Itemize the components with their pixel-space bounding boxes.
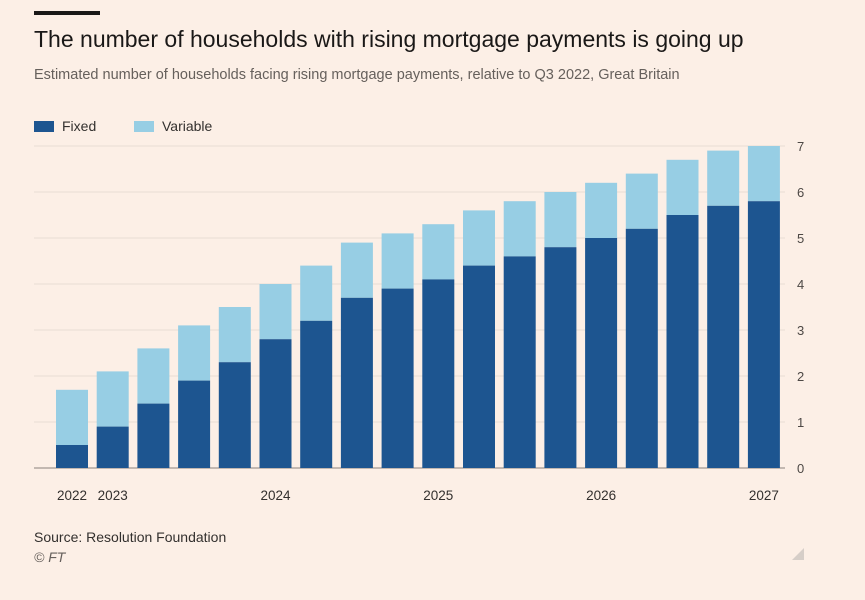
bar-variable — [503, 201, 536, 257]
bar-fixed — [96, 426, 129, 468]
y-axis-ticks: 0 1 2 3 4 5 6 7 — [797, 139, 804, 476]
legend-label-fixed: Fixed — [62, 118, 97, 134]
bar-variable — [585, 182, 618, 238]
chart-subtitle: Estimated number of households facing ri… — [34, 67, 680, 83]
bar-fixed — [747, 201, 780, 468]
bar-variable — [96, 371, 129, 427]
legend-label-variable: Variable — [162, 118, 213, 134]
legend-swatch-variable — [134, 121, 154, 132]
bar-fixed — [340, 297, 373, 468]
bar-variable — [463, 210, 495, 266]
bars — [56, 146, 780, 469]
x-tick-label: 2027 — [749, 488, 779, 503]
bar-fixed — [463, 265, 495, 468]
y-tick-label: 1 — [797, 415, 804, 430]
y-tick-label: 0 — [797, 461, 804, 476]
bar-fixed — [625, 228, 658, 468]
bar-variable — [666, 159, 699, 215]
bar-variable — [218, 307, 251, 363]
bar-fixed — [300, 320, 333, 468]
bar-fixed — [503, 256, 536, 468]
bar-fixed — [137, 403, 170, 468]
x-tick-label: 2023 — [98, 488, 128, 503]
bar-variable — [625, 173, 658, 229]
bar-fixed — [707, 205, 740, 469]
resize-corner-icon — [792, 548, 804, 560]
bar-fixed — [381, 288, 414, 468]
bar-fixed — [585, 238, 618, 468]
bar-variable — [259, 284, 292, 340]
bar-variable — [178, 325, 211, 381]
bar-variable — [300, 265, 333, 321]
bar-variable — [747, 146, 780, 202]
bar-fixed — [178, 380, 211, 468]
title-accent-bar — [34, 11, 100, 15]
x-tick-label: 2024 — [260, 488, 291, 503]
x-tick-label: 2022 — [57, 488, 87, 503]
y-tick-label: 5 — [797, 231, 804, 246]
bar-variable — [707, 150, 740, 206]
y-tick-label: 4 — [797, 277, 804, 292]
source-note: Source: Resolution Foundation — [34, 529, 227, 545]
bar-variable — [56, 389, 88, 445]
bar-fixed — [422, 279, 455, 468]
y-tick-label: 3 — [797, 323, 804, 338]
bar-variable — [137, 348, 170, 404]
ft-credit: © FT — [34, 549, 66, 565]
bar-fixed — [259, 339, 292, 468]
x-axis-ticks: 2022 2023 2024 2025 2026 2027 — [57, 488, 779, 503]
bar-variable — [422, 224, 455, 280]
bar-fixed — [56, 445, 88, 468]
y-tick-label: 2 — [797, 369, 804, 384]
x-tick-label: 2026 — [586, 488, 616, 503]
y-tick-label: 6 — [797, 185, 804, 200]
bar-fixed — [666, 215, 699, 468]
chart-title: The number of households with rising mor… — [34, 26, 744, 52]
bar-fixed — [544, 247, 577, 468]
x-tick-label: 2025 — [423, 488, 453, 503]
bar-fixed — [218, 362, 251, 468]
bar-variable — [340, 242, 373, 298]
chart-plot: 0 1 2 3 4 5 6 7 2022 2023 2024 2025 2026 2027 — [34, 139, 804, 503]
y-tick-label: 7 — [797, 139, 804, 154]
bar-variable — [544, 192, 577, 248]
legend-swatch-fixed — [34, 121, 54, 132]
bar-variable — [381, 233, 414, 289]
